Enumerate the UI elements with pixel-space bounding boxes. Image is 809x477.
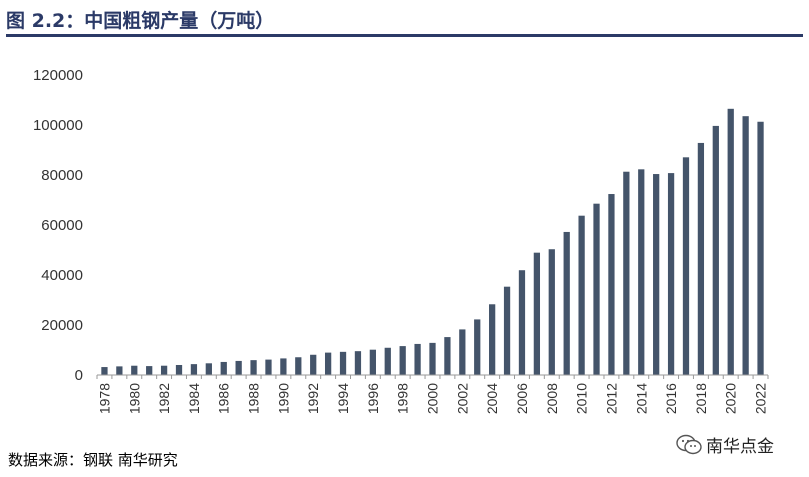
bar: [578, 215, 585, 375]
x-tick-label: 2012: [603, 383, 619, 414]
watermark: 南华点金: [676, 432, 774, 457]
bar: [548, 249, 555, 375]
x-tick-label: 1994: [335, 383, 351, 414]
bar: [757, 121, 764, 375]
y-tick-label: 40000: [41, 267, 83, 284]
y-tick-label: 60000: [41, 217, 83, 234]
source-note: 数据来源：钢联 南华研究: [8, 451, 178, 469]
chart-title: 图 2.2：中国粗钢产量（万吨）: [6, 10, 275, 32]
bar-chart: 0 20000 40000 60000 80000 100000 120000 1978 198…: [33, 67, 769, 414]
x-tick-label: 2016: [663, 383, 679, 414]
y-tick-label: 20000: [41, 317, 83, 334]
bar: [190, 364, 198, 375]
bar: [175, 364, 183, 375]
bar: [339, 351, 347, 375]
bar: [653, 174, 660, 375]
bar: [250, 360, 257, 375]
bar: [160, 365, 168, 375]
x-tick-label: 1984: [186, 383, 202, 414]
bar: [399, 346, 406, 375]
bar: [742, 116, 749, 375]
bar: [146, 366, 153, 375]
bar: [444, 337, 451, 375]
bar: [712, 125, 719, 375]
x-tick-label: 2010: [574, 383, 590, 414]
bar: [220, 361, 227, 375]
bar: [563, 231, 570, 375]
bar: [414, 343, 421, 375]
x-tick-label: 1978: [96, 383, 112, 414]
bar: [638, 169, 645, 375]
bar: [295, 357, 302, 375]
bar: [324, 352, 332, 375]
wechat-icon: [676, 434, 702, 454]
bar: [369, 349, 376, 375]
bar: [489, 304, 496, 375]
bar: [593, 203, 600, 375]
bar: [503, 286, 511, 375]
bar: [354, 351, 362, 375]
x-tick-label: 2020: [723, 383, 739, 414]
y-tick-label: 100000: [33, 117, 83, 134]
x-tick-label: 2014: [633, 383, 649, 414]
bar: [623, 171, 630, 375]
y-tick-label: 120000: [33, 67, 83, 84]
bar: [727, 108, 734, 376]
x-tick-label: 2008: [544, 383, 560, 414]
bar: [459, 329, 466, 375]
bar: [235, 360, 242, 375]
watermark-label: 南华点金: [706, 437, 774, 457]
x-tick-label: 2018: [693, 383, 709, 414]
x-tick-label: 1996: [365, 383, 381, 414]
bar: [131, 365, 138, 375]
bar: [310, 354, 317, 375]
x-tick-label: 2002: [454, 383, 470, 414]
x-tick-label: 1990: [275, 383, 291, 414]
x-tick-label: 2004: [484, 383, 500, 414]
bar: [429, 342, 436, 375]
bar: [533, 252, 541, 375]
bar: [265, 359, 272, 375]
bar: [116, 366, 123, 375]
bar: [101, 367, 108, 375]
bar: [280, 358, 287, 375]
bar: [384, 347, 391, 375]
y-tick-label: 0: [75, 367, 83, 384]
x-tick-label: 1988: [246, 383, 262, 414]
x-tick-label: 1980: [126, 383, 142, 414]
x-tick-label: 2022: [753, 383, 769, 414]
y-tick-label: 80000: [41, 167, 83, 184]
x-tick-label: 2000: [425, 383, 441, 414]
bar: [474, 319, 481, 375]
x-tick-label: 2006: [514, 383, 530, 414]
bar: [518, 270, 526, 375]
title-divider: [6, 34, 803, 37]
bar: [697, 142, 705, 375]
x-tick-label: 1992: [305, 383, 321, 414]
bar: [608, 194, 615, 375]
bar: [667, 173, 675, 375]
bar: [205, 363, 212, 375]
x-tick-label: 1986: [216, 383, 232, 414]
bar: [682, 157, 690, 375]
x-tick-label: 1998: [395, 383, 411, 414]
x-tick-label: 1982: [156, 383, 172, 414]
